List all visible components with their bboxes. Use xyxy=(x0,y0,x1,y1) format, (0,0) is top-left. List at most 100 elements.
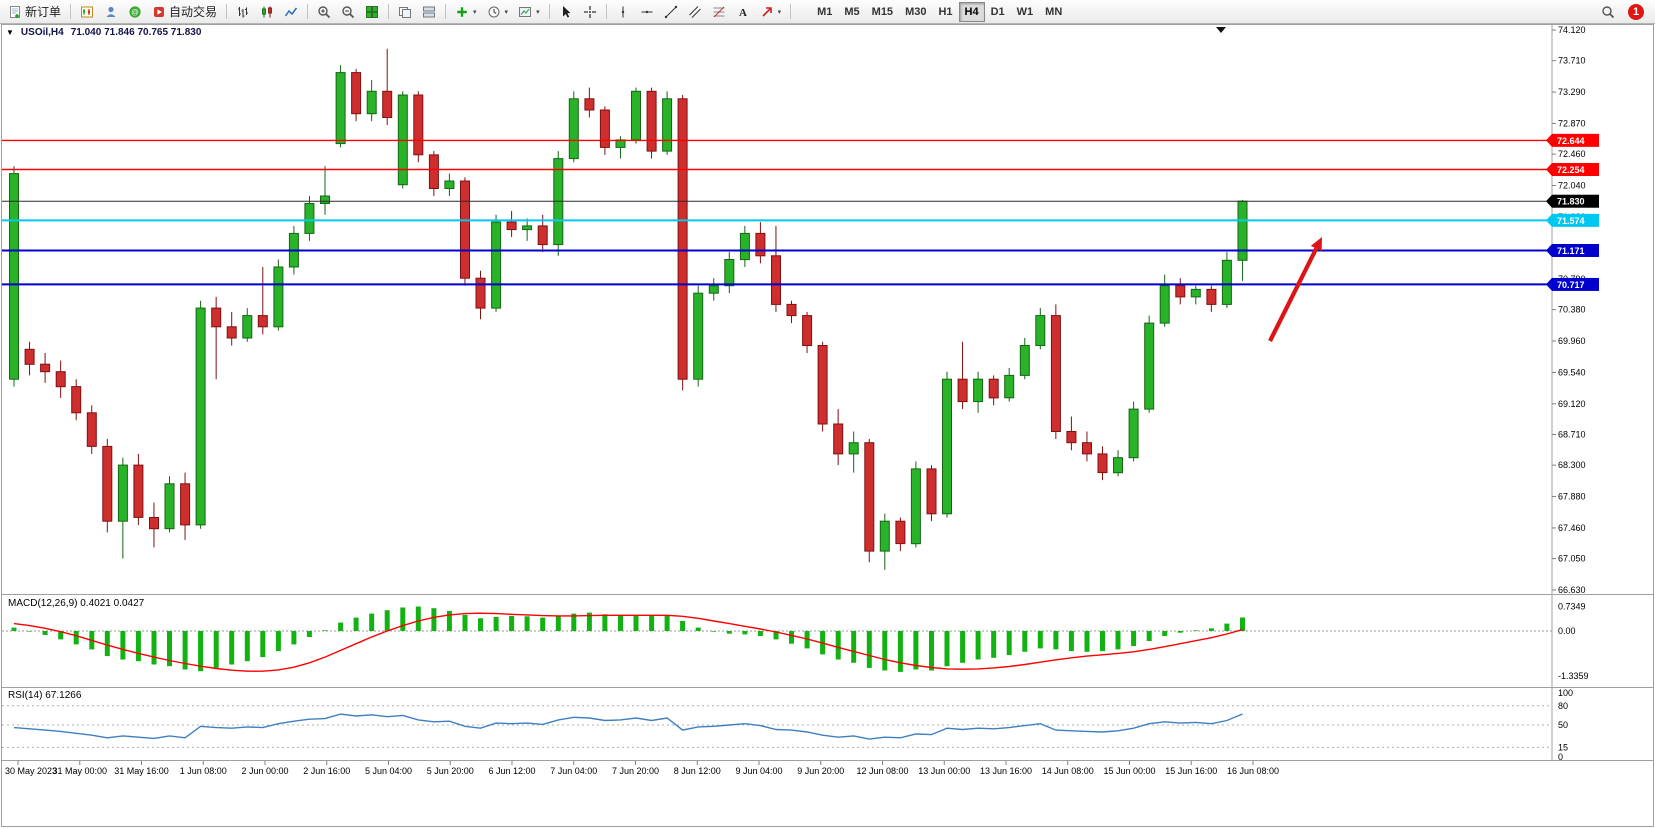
candle-body xyxy=(40,363,51,373)
profile-button[interactable] xyxy=(99,2,123,22)
macd-histogram-bar xyxy=(1162,631,1168,636)
timeframe-mn-button[interactable]: MN xyxy=(1039,2,1068,22)
candle-body xyxy=(522,225,533,231)
timeframe-m5-button[interactable]: M5 xyxy=(838,2,865,22)
auto-trading-button[interactable]: 自动交易 xyxy=(147,2,222,22)
chart-collapse-arrow-icon[interactable] xyxy=(1216,27,1226,33)
price-axis-label: 68.710 xyxy=(1558,429,1586,439)
macd-axis-label: 0.7349 xyxy=(1558,601,1586,611)
candlestick-chart-button[interactable] xyxy=(255,2,279,22)
search-button[interactable] xyxy=(1596,2,1620,22)
zoom-out-button[interactable] xyxy=(336,2,360,22)
fibonacci-button[interactable] xyxy=(707,2,731,22)
candle-body xyxy=(24,348,35,365)
macd-histogram-bar xyxy=(789,631,794,644)
macd-histogram-bar xyxy=(1115,631,1121,650)
indicators-button[interactable]: ▾ xyxy=(450,2,482,22)
macd-histogram-bar xyxy=(229,631,235,665)
arrange-windows-button[interactable] xyxy=(417,2,441,22)
chart-symbol-period: USOil,H4 xyxy=(20,27,64,38)
zoom-in-icon xyxy=(318,5,331,18)
zoom-in-button[interactable] xyxy=(312,2,336,22)
macd-histogram-bar xyxy=(540,617,546,631)
horizontal-line-icon xyxy=(641,10,653,13)
macd-histogram-bar xyxy=(369,613,375,631)
horizontal-line-button[interactable] xyxy=(635,2,659,22)
arrange-windows-icon xyxy=(423,6,436,17)
new-order-button[interactable]: 新订单 xyxy=(3,2,66,22)
price-axis-label: 67.880 xyxy=(1558,492,1586,502)
charts-window-button[interactable] xyxy=(75,2,99,22)
bar-chart-button[interactable] xyxy=(231,2,255,22)
candle-body xyxy=(351,72,362,115)
annotation-arrow-shaft[interactable] xyxy=(1268,247,1319,342)
candle-body xyxy=(257,315,268,328)
candle-body xyxy=(475,277,486,309)
candle-body xyxy=(631,90,641,141)
timeframe-m30-button[interactable]: M30 xyxy=(899,2,932,22)
macd-histogram-bar xyxy=(602,614,608,632)
line-chart-button[interactable] xyxy=(279,2,303,22)
cursor-button[interactable] xyxy=(554,2,578,22)
trendline-button[interactable] xyxy=(659,2,683,22)
price-badge-notch xyxy=(1546,213,1552,227)
notification-badge[interactable]: 1 xyxy=(1628,3,1644,20)
profile-icon xyxy=(106,6,116,17)
crosshair-button[interactable] xyxy=(578,2,602,22)
fibonacci-icon xyxy=(713,6,725,17)
candle-body xyxy=(708,285,719,294)
rsi-line xyxy=(13,713,1243,740)
vertical-line-button[interactable] xyxy=(611,2,635,22)
periods-button[interactable]: ▾ xyxy=(482,2,514,22)
time-axis-label: 9 Jun 20:00 xyxy=(797,766,844,776)
time-axis-label: 7 Jun 20:00 xyxy=(612,766,659,776)
price-badge-notch xyxy=(1546,277,1552,291)
candlestick-chart-icon xyxy=(262,6,272,17)
macd-histogram-bar xyxy=(882,631,888,671)
time-axis-label: 1 Jun 08:00 xyxy=(180,766,227,776)
community-button[interactable]: @ xyxy=(123,2,147,22)
macd-histogram-bar xyxy=(726,631,732,634)
candle-body xyxy=(335,72,346,145)
templates-button[interactable]: ▾ xyxy=(513,2,545,22)
candle-body xyxy=(226,326,237,339)
candle-body xyxy=(662,98,673,152)
candle-body xyxy=(973,378,984,403)
timeframe-w1-button[interactable]: W1 xyxy=(1011,2,1040,22)
timeframe-m15-button[interactable]: M15 xyxy=(866,2,899,22)
text-button[interactable]: A xyxy=(731,2,755,22)
candle-body xyxy=(164,483,175,530)
candle-body xyxy=(817,345,828,425)
channel-button[interactable] xyxy=(683,2,707,22)
time-axis-label: 2 Jun 00:00 xyxy=(241,766,288,776)
time-axis-label: 12 Jun 08:00 xyxy=(856,766,908,776)
arrows-tool-button[interactable]: ▾ xyxy=(755,2,787,22)
toolbar-separator xyxy=(548,4,550,19)
price-badge xyxy=(1552,277,1599,291)
macd-histogram-bar xyxy=(991,631,997,658)
macd-histogram-bar xyxy=(42,631,48,635)
candle-body xyxy=(786,303,797,317)
price-badge xyxy=(1552,133,1599,147)
timeframe-m1-button[interactable]: M1 xyxy=(811,2,838,22)
macd-histogram-bar xyxy=(58,631,64,640)
chart-window-border xyxy=(1,24,1654,827)
time-axis-label: 5 Jun 20:00 xyxy=(427,766,474,776)
price-badge xyxy=(1552,213,1599,227)
tile-windows-button[interactable] xyxy=(360,2,384,22)
cascade-windows-button[interactable] xyxy=(393,2,417,22)
price-axis-label: 69.960 xyxy=(1558,336,1586,346)
macd-histogram-bar xyxy=(338,622,344,631)
dropdown-caret-icon: ▾ xyxy=(473,8,477,16)
timeframe-h4-button[interactable]: H4 xyxy=(958,1,985,22)
macd-indicator-label: MACD(12,26,9) 0.4021 0.0427 xyxy=(8,598,145,609)
timeframe-h1-button[interactable]: H1 xyxy=(932,2,958,22)
candle-body xyxy=(211,307,222,328)
chart-menu-arrow-icon[interactable]: ▼ xyxy=(6,28,14,37)
timeframe-d1-button[interactable]: D1 xyxy=(985,2,1011,22)
macd-histogram-bar xyxy=(695,627,701,631)
macd-axis-label: -1.3359 xyxy=(1558,671,1589,681)
macd-histogram-bar xyxy=(151,631,157,665)
macd-histogram-bar xyxy=(291,631,297,645)
